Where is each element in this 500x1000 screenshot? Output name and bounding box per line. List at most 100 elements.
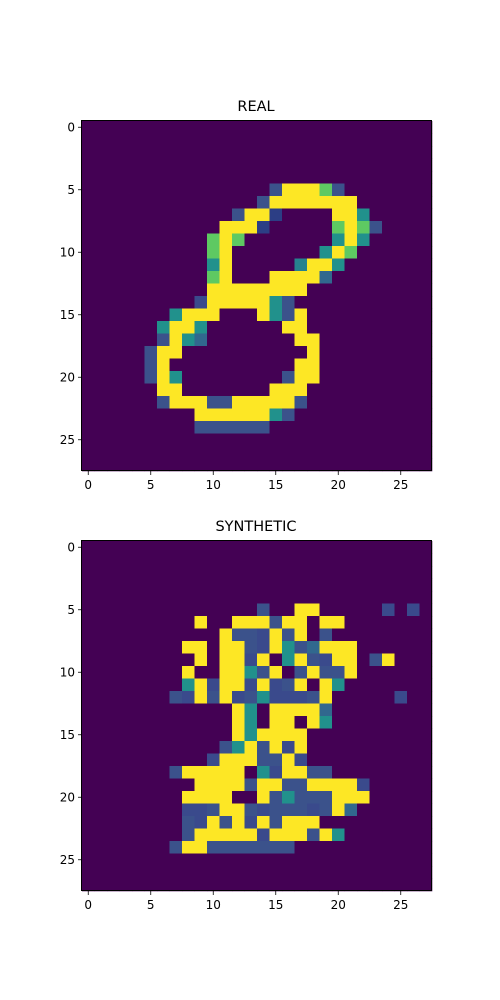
synthetic-pixel bbox=[307, 578, 320, 592]
real-pixel bbox=[294, 446, 308, 459]
synthetic-pixel bbox=[219, 566, 233, 579]
synthetic-pixel bbox=[169, 653, 183, 667]
synthetic-pixel bbox=[132, 853, 145, 867]
real-pixel bbox=[82, 358, 95, 372]
synthetic-pixel bbox=[319, 841, 333, 854]
real-pixel bbox=[357, 408, 370, 422]
synthetic-pixel bbox=[419, 566, 433, 579]
real-pixel bbox=[144, 383, 158, 397]
real-pixel bbox=[119, 133, 133, 147]
synthetic-pixel bbox=[419, 591, 433, 604]
real-pixel bbox=[244, 196, 258, 209]
real-pixel bbox=[357, 133, 370, 147]
real-pixel bbox=[307, 346, 320, 359]
real-pixel bbox=[257, 208, 270, 222]
synthetic-pixel bbox=[157, 866, 170, 879]
synthetic-pixel bbox=[407, 628, 420, 642]
synthetic-pixel bbox=[307, 678, 320, 692]
synthetic-pixel bbox=[269, 653, 283, 667]
synthetic-pixel bbox=[319, 553, 333, 567]
real-pixel bbox=[219, 308, 233, 322]
synthetic-pixel bbox=[207, 578, 220, 592]
synthetic-pixel bbox=[282, 578, 295, 592]
real-pixel bbox=[407, 321, 420, 334]
synthetic-pixel bbox=[194, 653, 208, 667]
real-pixel bbox=[119, 121, 133, 134]
real-pixel bbox=[207, 171, 220, 184]
real-pixel bbox=[344, 183, 358, 197]
real-pixel bbox=[194, 233, 208, 247]
real-xtick-label: 15 bbox=[268, 478, 283, 492]
real-pixel bbox=[232, 446, 245, 459]
real-pixel bbox=[269, 196, 283, 209]
synthetic-pixel bbox=[357, 591, 370, 604]
real-pixel bbox=[82, 246, 95, 259]
synthetic-pixel bbox=[382, 741, 395, 754]
synthetic-pixel bbox=[94, 541, 108, 554]
synthetic-pixel bbox=[169, 841, 183, 854]
real-pixel bbox=[257, 321, 270, 334]
synthetic-pixel bbox=[119, 816, 133, 829]
synthetic-pixel bbox=[407, 741, 420, 754]
synthetic-pixel bbox=[182, 541, 195, 554]
real-pixel bbox=[182, 258, 195, 272]
real-pixel bbox=[282, 196, 295, 209]
real-pixel bbox=[344, 446, 358, 459]
real-pixel bbox=[294, 408, 308, 422]
synthetic-pixel bbox=[344, 641, 358, 654]
real-pixel bbox=[382, 283, 395, 297]
synthetic-pixel bbox=[169, 703, 183, 717]
real-pixel bbox=[307, 246, 320, 259]
real-pixel bbox=[269, 233, 283, 247]
synthetic-pixel bbox=[419, 828, 433, 842]
synthetic-pixel bbox=[357, 753, 370, 767]
real-pixel bbox=[269, 396, 283, 409]
real-pixel bbox=[419, 258, 433, 272]
real-pixel bbox=[194, 333, 208, 347]
synthetic-pixel bbox=[82, 766, 95, 779]
synthetic-pixel bbox=[82, 666, 95, 679]
synthetic-pixel bbox=[107, 666, 120, 679]
real-pixel bbox=[94, 346, 108, 359]
synthetic-pixel bbox=[82, 803, 95, 817]
synthetic-pixel bbox=[194, 578, 208, 592]
synthetic-pixel bbox=[207, 728, 220, 742]
synthetic-pixel bbox=[419, 803, 433, 817]
synthetic-pixel bbox=[119, 616, 133, 629]
real-pixel bbox=[169, 258, 183, 272]
synthetic-pixel bbox=[119, 591, 133, 604]
synthetic-pixel bbox=[144, 828, 158, 842]
synthetic-pixel bbox=[332, 703, 345, 717]
synthetic-pixel bbox=[144, 703, 158, 717]
synthetic-pixel bbox=[369, 653, 383, 667]
real-pixel bbox=[294, 208, 308, 222]
real-pixel bbox=[157, 421, 170, 434]
real-pixel bbox=[232, 146, 245, 159]
real-pixel bbox=[394, 146, 408, 159]
real-pixel bbox=[382, 208, 395, 222]
synthetic-pixel bbox=[419, 653, 433, 667]
real-pixel bbox=[344, 408, 358, 422]
real-pixel bbox=[132, 146, 145, 159]
synthetic-pixel bbox=[319, 778, 333, 792]
synthetic-pixel bbox=[269, 566, 283, 579]
synthetic-pixel bbox=[282, 541, 295, 554]
real-pixel bbox=[282, 358, 295, 372]
real-pixel bbox=[119, 383, 133, 397]
real-pixel bbox=[257, 283, 270, 297]
real-pixel bbox=[119, 433, 133, 447]
real-pixel bbox=[219, 158, 233, 172]
real-pixel bbox=[369, 396, 383, 409]
synthetic-pixel bbox=[232, 728, 245, 742]
synthetic-pixel bbox=[169, 553, 183, 567]
synthetic-pixel bbox=[382, 678, 395, 692]
real-pixel bbox=[394, 221, 408, 234]
synthetic-pixel bbox=[132, 578, 145, 592]
real-pixel bbox=[244, 408, 258, 422]
real-pixel bbox=[207, 371, 220, 384]
synthetic-pixel bbox=[369, 828, 383, 842]
synthetic-pixel bbox=[294, 853, 308, 867]
synthetic-pixel bbox=[119, 678, 133, 692]
real-pixel bbox=[119, 446, 133, 459]
synthetic-pixel bbox=[257, 653, 270, 667]
